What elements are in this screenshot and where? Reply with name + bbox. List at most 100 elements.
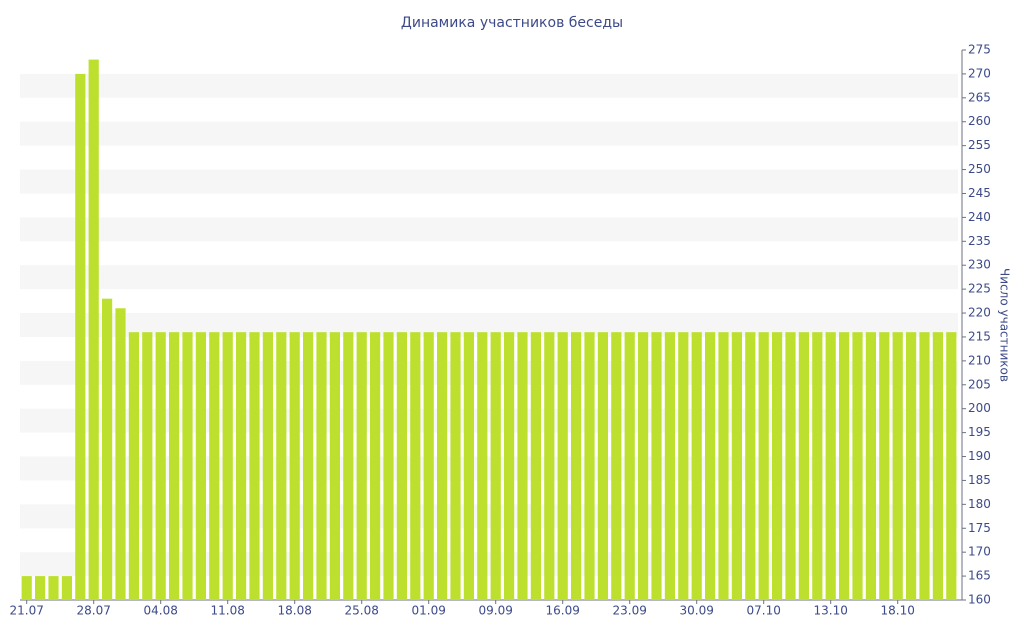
x-tick-label: 18.10: [881, 604, 915, 618]
bar: [209, 332, 220, 600]
y-tick-label: 185: [968, 473, 991, 487]
grid-band: [20, 73, 958, 98]
bar: [128, 332, 139, 600]
grid-band: [20, 169, 958, 194]
x-tick-label: 23.09: [613, 604, 647, 618]
bar: [276, 332, 287, 600]
bar: [303, 332, 314, 600]
bar: [356, 332, 367, 600]
bar: [236, 332, 247, 600]
bar: [517, 332, 528, 600]
grid-band: [20, 217, 958, 242]
bar: [705, 332, 716, 600]
bar: [919, 332, 930, 600]
bar: [115, 308, 126, 600]
bar: [370, 332, 381, 600]
bar: [638, 332, 649, 600]
y-tick-label: 215: [968, 329, 991, 343]
bar: [410, 332, 421, 600]
bar: [597, 332, 608, 600]
y-tick-label: 265: [968, 90, 991, 104]
bar: [839, 332, 850, 600]
bar: [383, 332, 394, 600]
x-tick-label: 30.09: [680, 604, 714, 618]
y-tick-label: 175: [968, 521, 991, 535]
bar: [892, 332, 903, 600]
bar: [195, 332, 206, 600]
grid-band: [20, 313, 958, 337]
x-tick-label: 11.08: [211, 604, 245, 618]
bar: [571, 332, 582, 600]
bar: [262, 332, 273, 600]
bar: [48, 576, 59, 600]
y-tick-label: 245: [968, 186, 991, 200]
bar: [169, 332, 180, 600]
bar: [731, 332, 742, 600]
bar: [396, 332, 407, 600]
y-tick-label: 275: [968, 43, 991, 57]
y-tick-label: 260: [968, 114, 991, 128]
y-tick-label: 200: [968, 401, 991, 415]
bar: [718, 332, 729, 600]
bar: [865, 332, 876, 600]
bar: [946, 332, 957, 600]
bar: [852, 332, 863, 600]
x-tick-label: 13.10: [814, 604, 848, 618]
bar: [906, 332, 917, 600]
bar: [477, 332, 488, 600]
x-tick-label: 04.08: [144, 604, 178, 618]
bar: [611, 332, 622, 600]
bar: [932, 332, 943, 600]
bar: [490, 332, 501, 600]
bar: [289, 332, 300, 600]
y-tick-label: 165: [968, 569, 991, 583]
bar: [812, 332, 823, 600]
x-tick-label: 25.08: [345, 604, 379, 618]
bar: [798, 332, 809, 600]
bar: [504, 332, 515, 600]
bar: [182, 332, 193, 600]
y-tick-label: 250: [968, 162, 991, 176]
bar: [463, 332, 474, 600]
bar: [316, 332, 327, 600]
y-tick-label: 230: [968, 258, 991, 272]
y-tick-label: 255: [968, 138, 991, 152]
chart-title: Динамика участников беседы: [401, 15, 623, 31]
bar: [651, 332, 662, 600]
y-tick-label: 225: [968, 282, 991, 296]
y-tick-label: 270: [968, 66, 991, 80]
bar: [249, 332, 260, 600]
bar: [785, 332, 796, 600]
bar: [624, 332, 635, 600]
bar: [142, 332, 153, 600]
bar: [61, 576, 72, 600]
bar: [329, 332, 340, 600]
bar: [437, 332, 448, 600]
y-tick-label: 220: [968, 306, 991, 320]
x-tick-label: 18.08: [278, 604, 312, 618]
y-tick-label: 190: [968, 449, 991, 463]
bar: [691, 332, 702, 600]
bar: [544, 332, 555, 600]
bar: [155, 332, 166, 600]
grid-band: [20, 121, 958, 146]
y-tick-label: 240: [968, 210, 991, 224]
x-tick-label: 07.10: [747, 604, 781, 618]
bar: [21, 576, 32, 600]
grid-band: [20, 265, 958, 290]
y-tick-label: 160: [968, 593, 991, 607]
bar: [222, 332, 233, 600]
x-tick-label: 16.09: [546, 604, 580, 618]
bar: [758, 332, 769, 600]
bar: [825, 332, 836, 600]
bar: [745, 332, 756, 600]
bar: [584, 332, 595, 600]
x-tick-label: 21.07: [10, 604, 44, 618]
bar: [678, 332, 689, 600]
bar: [423, 332, 434, 600]
bar: [343, 332, 354, 600]
bar: [664, 332, 675, 600]
y-tick-label: 205: [968, 377, 991, 391]
bar: [35, 576, 46, 600]
